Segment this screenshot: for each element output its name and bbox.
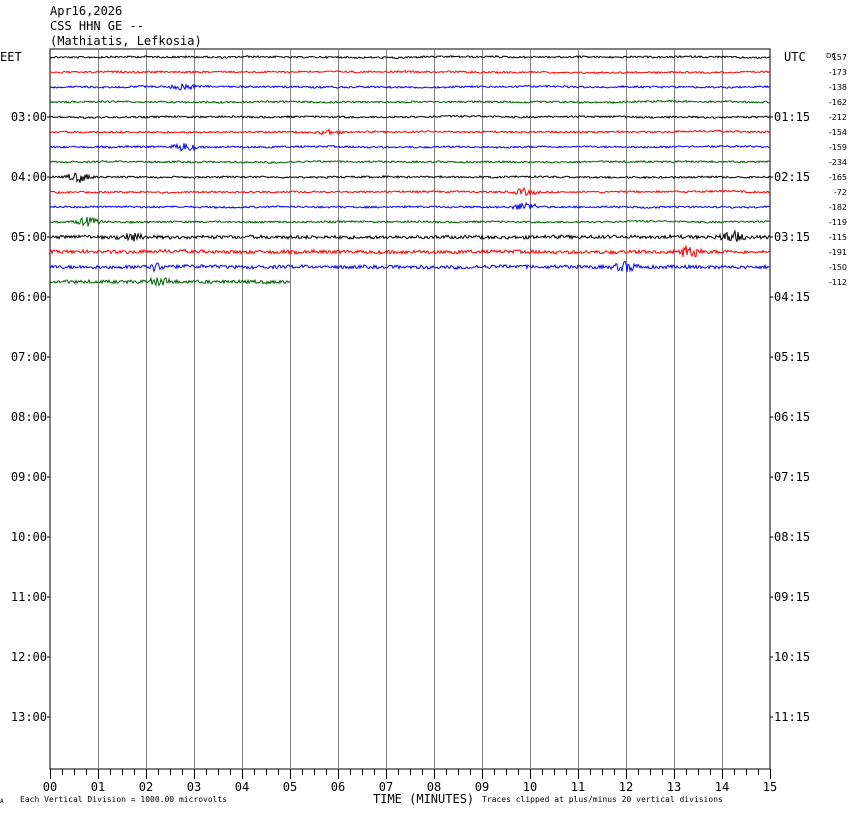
left-timezone-label: EET bbox=[0, 50, 22, 64]
right-hour-label: 07:15 bbox=[774, 470, 810, 484]
x-tick-label: 04 bbox=[235, 780, 249, 794]
right-hour-label: 09:15 bbox=[774, 590, 810, 604]
dc-offset-label: -182 bbox=[829, 203, 847, 212]
chart-header: Apr16,2026 CSS HHN GE -- (Mathiatis, Lef… bbox=[50, 4, 202, 49]
right-hour-label: 03:15 bbox=[774, 230, 810, 244]
right-hour-label: 08:15 bbox=[774, 530, 810, 544]
dc-offset-label: -119 bbox=[829, 218, 847, 227]
dc-offset-label: -162 bbox=[829, 98, 847, 107]
x-tick-label: 15 bbox=[763, 780, 777, 794]
left-hour-label: 07:00 bbox=[11, 350, 47, 364]
dc-offset-label: -154 bbox=[829, 128, 847, 137]
trace-row-14 bbox=[49, 260, 771, 274]
right-hour-label: 02:15 bbox=[774, 170, 810, 184]
left-hour-label: 04:00 bbox=[11, 170, 47, 184]
left-hour-label: 10:00 bbox=[11, 530, 47, 544]
dc-offset-label: -150 bbox=[829, 263, 847, 272]
dc-offset-label: -191 bbox=[829, 248, 847, 257]
x-tick-label: 10 bbox=[523, 780, 537, 794]
trace-row-10 bbox=[49, 201, 771, 210]
dc-offset-label: 157 bbox=[832, 53, 847, 62]
left-hour-label: 05:00 bbox=[11, 230, 47, 244]
x-tick-label: 00 bbox=[43, 780, 57, 794]
scale-note: Each Vertical Division = 1000.00 microvo… bbox=[20, 795, 228, 804]
dc-offset-label: -72 bbox=[834, 188, 847, 197]
right-hour-label: 04:15 bbox=[774, 290, 810, 304]
trace-row-12 bbox=[50, 229, 771, 242]
trace-row-3 bbox=[49, 99, 771, 105]
x-tick-label: 06 bbox=[331, 780, 345, 794]
trace-row-7 bbox=[49, 159, 771, 165]
left-hour-label: 03:00 bbox=[11, 110, 47, 124]
right-timezone-label: UTC bbox=[784, 50, 806, 64]
x-tick-label: 14 bbox=[715, 780, 729, 794]
clip-note: Traces clipped at plus/minus 20 vertical… bbox=[482, 795, 723, 804]
trace-row-15 bbox=[49, 276, 291, 288]
x-axis-label: TIME (MINUTES) bbox=[373, 792, 475, 806]
dc-offset-label: -173 bbox=[829, 68, 847, 77]
dc-offset-label: -159 bbox=[829, 143, 847, 152]
left-hour-label: 13:00 bbox=[11, 710, 47, 724]
trace-row-5 bbox=[49, 128, 771, 137]
x-tick-label: 07 bbox=[379, 780, 393, 794]
x-tick-label: 03 bbox=[187, 780, 201, 794]
dc-offset-label: -112 bbox=[829, 278, 847, 287]
dc-offset-label: -115 bbox=[829, 233, 847, 242]
right-hour-label: 01:15 bbox=[774, 110, 810, 124]
trace-row-1 bbox=[49, 70, 771, 75]
trace-row-4 bbox=[49, 114, 771, 119]
dc-offset-label: -234 bbox=[829, 158, 847, 167]
trace-row-0 bbox=[49, 54, 771, 60]
trace-row-11 bbox=[49, 216, 771, 227]
trace-row-8 bbox=[49, 172, 771, 183]
x-tick-label: 09 bbox=[475, 780, 489, 794]
x-tick-label: 13 bbox=[667, 780, 681, 794]
trace-row-13 bbox=[49, 245, 771, 258]
dc-label: DC bbox=[826, 52, 836, 60]
x-tick-label: 05 bbox=[283, 780, 297, 794]
right-hour-label: 05:15 bbox=[774, 350, 810, 364]
header-date: Apr16,2026 bbox=[50, 4, 123, 18]
left-hour-label: 08:00 bbox=[11, 410, 47, 424]
x-tick-label: 12 bbox=[619, 780, 633, 794]
header-station: CSS HHN GE -- bbox=[50, 19, 144, 33]
left-hour-label: 06:00 bbox=[11, 290, 47, 304]
x-tick-label: 11 bbox=[571, 780, 585, 794]
dc-offset-label: -212 bbox=[829, 113, 847, 122]
right-hour-label: 06:15 bbox=[774, 410, 810, 424]
x-tick-label: 08 bbox=[427, 780, 441, 794]
right-hour-label: 11:15 bbox=[774, 710, 810, 724]
left-hour-label: 12:00 bbox=[11, 650, 47, 664]
right-hour-label: 10:15 bbox=[774, 650, 810, 664]
trace-row-2 bbox=[49, 82, 770, 91]
trace-row-9 bbox=[49, 186, 771, 197]
dc-offset-label: -165 bbox=[829, 173, 847, 182]
header-location: (Mathiatis, Lefkosia) bbox=[50, 34, 202, 48]
corner-mark: A bbox=[0, 798, 4, 805]
x-tick-label: 01 bbox=[91, 780, 105, 794]
dc-offset-label: -138 bbox=[829, 83, 847, 92]
left-hour-label: 09:00 bbox=[11, 470, 47, 484]
x-tick-label: 02 bbox=[139, 780, 153, 794]
trace-row-6 bbox=[49, 142, 771, 152]
plot-frame bbox=[49, 48, 771, 770]
left-hour-label: 11:00 bbox=[11, 590, 47, 604]
